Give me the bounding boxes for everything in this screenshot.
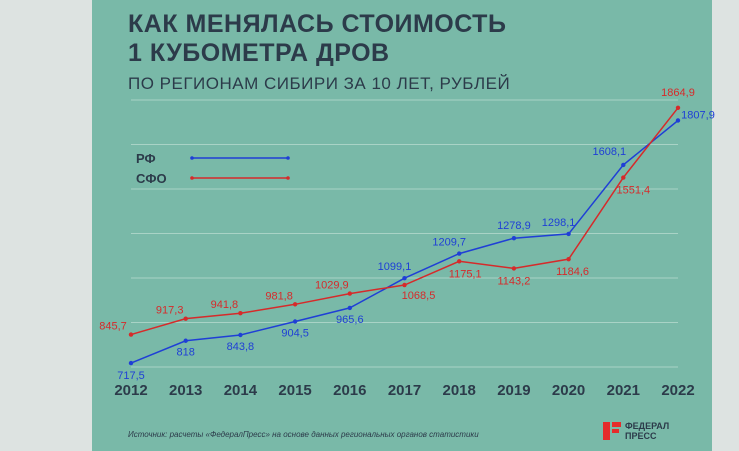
x-tick-label: 2012 [114, 382, 147, 399]
data-point [621, 162, 626, 168]
x-tick-label: 2019 [497, 382, 530, 399]
x-tick-label: 2020 [552, 382, 585, 399]
data-label: 1068,5 [402, 290, 436, 302]
data-point [128, 332, 134, 337]
data-point [183, 316, 188, 321]
chart-title: КАК МЕНЯЛАСЬ СТОИМОСТЬ 1 КУБОМЕТРА ДРОВ [128, 10, 506, 68]
data-point [238, 310, 243, 316]
data-point [675, 118, 681, 123]
data-label: 904,5 [281, 327, 309, 339]
data-point [621, 175, 626, 180]
data-label: 1298,1 [542, 217, 576, 229]
data-point [183, 338, 188, 343]
x-tick-label: 2016 [333, 382, 366, 399]
logo-line-1: ФЕДЕРАЛ [625, 421, 670, 431]
x-tick-label: 2015 [278, 382, 311, 399]
data-point [566, 231, 571, 237]
x-tick-label: 2013 [169, 382, 202, 399]
legend-marker [286, 176, 290, 180]
data-point [128, 360, 134, 366]
data-point [292, 302, 298, 307]
data-point [511, 235, 517, 241]
data-label: 941,8 [211, 299, 239, 311]
chart-card [92, 0, 712, 451]
data-label: 1143,2 [497, 275, 530, 287]
data-label: 717,5 [117, 370, 145, 382]
data-label: 818 [177, 347, 195, 359]
x-tick-label: 2022 [661, 382, 694, 399]
data-point [347, 291, 352, 296]
data-point [457, 251, 462, 256]
x-tick-label: 2014 [224, 382, 258, 399]
title-line-1: КАК МЕНЯЛАСЬ СТОИМОСТЬ [128, 10, 507, 38]
legend-marker [190, 176, 194, 180]
data-point [675, 105, 681, 111]
data-label: 965,6 [336, 314, 364, 326]
data-point [402, 282, 407, 288]
data-point [402, 276, 407, 281]
chart-subtitle: ПО РЕГИОНАМ СИБИРИ ЗА 10 ЛЕТ, РУБЛЕЙ [128, 74, 511, 93]
logo-line-2: ПРЕСС [625, 431, 657, 441]
data-point [238, 332, 243, 338]
source-note: Источник: расчеты «ФедералПресс» на осно… [128, 430, 479, 439]
data-point [566, 256, 571, 262]
data-label: 1175,1 [449, 268, 482, 280]
x-tick-label: 2021 [607, 382, 640, 399]
data-label: 1608,1 [592, 146, 626, 158]
legend-label: РФ [136, 151, 156, 166]
data-point [292, 319, 298, 324]
data-label: 1099,1 [378, 261, 412, 273]
logo-mark-icon [603, 422, 621, 440]
data-label: 1551,4 [616, 185, 650, 197]
legend-label: СФО [136, 171, 167, 186]
data-label: 1807,9 [681, 109, 715, 121]
data-label: 917,3 [156, 305, 184, 317]
data-point [347, 305, 352, 311]
federalpress-logo: ФЕДЕРАЛ ПРЕСС [603, 421, 669, 441]
data-label: 1209,7 [432, 237, 466, 249]
data-label: 1864,9 [661, 87, 695, 99]
data-point [511, 266, 517, 271]
data-label: 1029,9 [315, 280, 349, 292]
x-tick-label: 2017 [388, 382, 421, 399]
data-label: 843,8 [227, 341, 255, 353]
right-margin [712, 0, 739, 451]
data-point [457, 259, 462, 264]
data-label: 845,7 [99, 321, 127, 333]
data-label: 981,8 [265, 290, 293, 302]
title-line-2: 1 КУБОМЕТРА ДРОВ [128, 39, 390, 67]
data-label: 1184,6 [556, 266, 589, 278]
legend-marker [190, 156, 194, 160]
data-label: 1278,9 [497, 220, 531, 232]
left-margin [0, 0, 92, 451]
legend-marker [286, 156, 290, 160]
x-tick-label: 2018 [443, 382, 476, 399]
